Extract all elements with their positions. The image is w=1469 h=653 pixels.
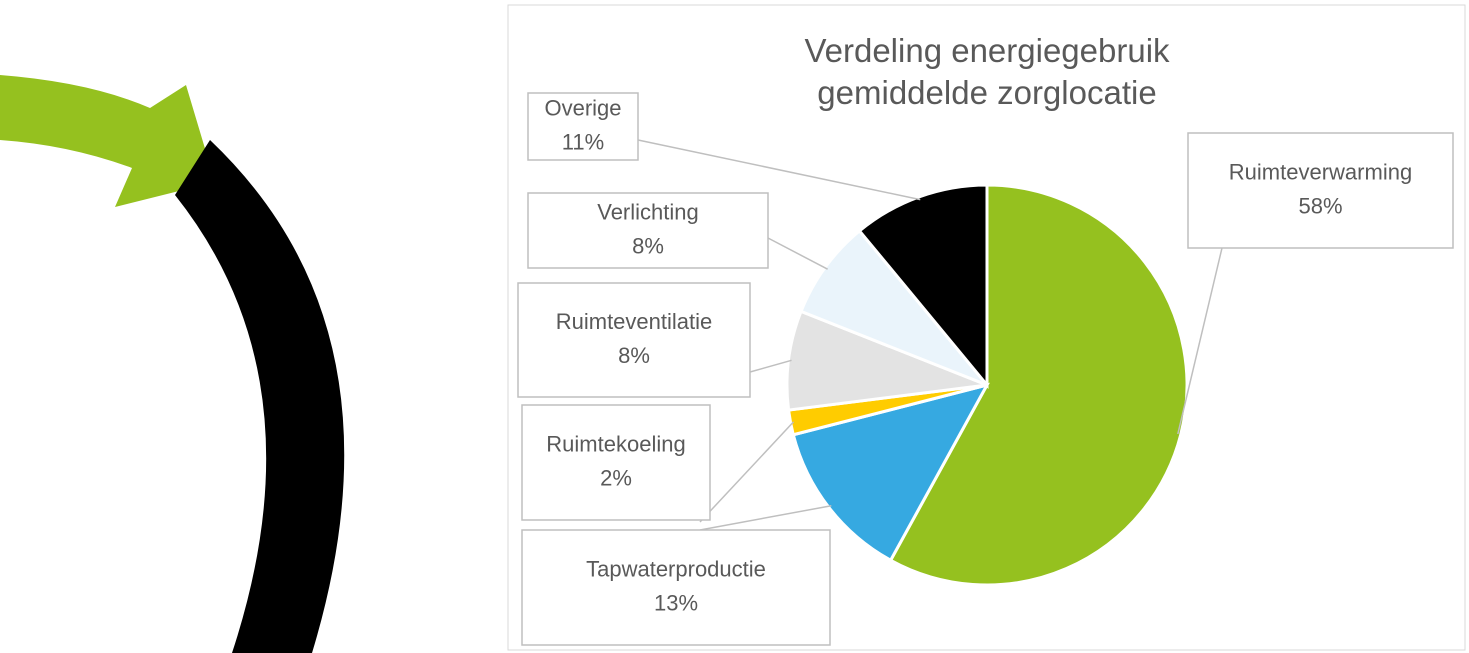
- leader-line: [749, 359, 792, 373]
- category-label: Overige: [544, 95, 621, 120]
- label-box: [1187, 132, 1454, 249]
- category-label: Ruimtekoeling: [546, 431, 685, 456]
- category-label: Ruimteverwarming: [1229, 159, 1412, 184]
- label-box: [521, 404, 711, 521]
- value-label: 13%: [654, 590, 698, 615]
- label-box: [517, 282, 751, 398]
- category-label: Tapwaterproductie: [586, 556, 766, 581]
- leader-line: [637, 139, 921, 201]
- category-label: Ruimteventilatie: [556, 309, 713, 334]
- pie-slice: [888, 183, 1189, 587]
- value-label: 11%: [562, 129, 604, 154]
- chart-frame: [507, 4, 1466, 651]
- category-label: Verlichting: [597, 199, 699, 224]
- leader-line: [699, 421, 795, 523]
- label-box: [527, 92, 639, 161]
- chart-title: Verdeling energiegebruik gemiddelde zorg…: [804, 32, 1170, 111]
- value-label: 8%: [632, 233, 664, 258]
- label-box: [521, 529, 831, 646]
- pie-slice: [791, 382, 990, 563]
- pie-slice: [785, 309, 988, 412]
- value-label: 58%: [1298, 193, 1342, 218]
- pie-slice: [857, 183, 989, 390]
- leader-line: [767, 237, 828, 270]
- leader-line: [1177, 247, 1223, 435]
- decor-arc: [175, 140, 345, 653]
- leader-line: [699, 505, 832, 531]
- value-label: 2%: [600, 465, 632, 490]
- label-box: [527, 192, 769, 269]
- decor-arrow: [0, 75, 215, 207]
- value-label: 8%: [618, 343, 650, 368]
